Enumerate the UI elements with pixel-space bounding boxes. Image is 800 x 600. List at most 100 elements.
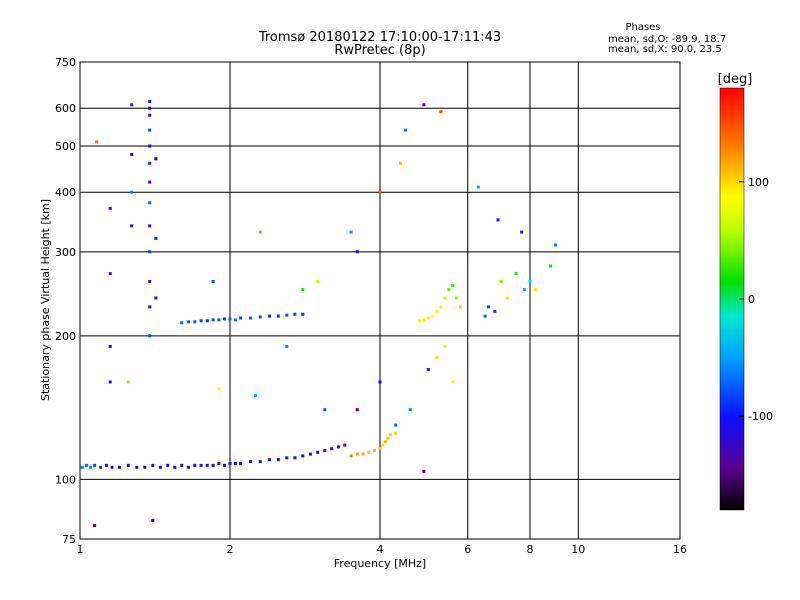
y-tick-label: 750 (55, 56, 76, 69)
data-point (151, 519, 155, 522)
data-point (173, 465, 177, 469)
data-point (89, 465, 93, 469)
colorbar-ticks: 100 0 -100 (739, 176, 773, 423)
data-point (455, 296, 459, 300)
data-point (130, 153, 134, 156)
colorbar-label: [deg] (718, 72, 753, 87)
data-point (239, 462, 243, 465)
data-point (349, 230, 353, 234)
data-point (99, 465, 103, 469)
data-point (186, 465, 190, 469)
data-point (293, 312, 297, 316)
data-point (276, 314, 280, 318)
data-point (533, 288, 537, 292)
data-point (528, 280, 532, 283)
data-point (389, 433, 393, 437)
data-point (135, 465, 139, 469)
data-point (493, 309, 497, 313)
data-point (258, 460, 262, 464)
data-point (349, 454, 353, 458)
data-point (549, 264, 553, 268)
y-tick-label: 400 (55, 186, 76, 199)
data-point (285, 344, 289, 348)
y-tick-label: 100 (55, 473, 76, 486)
data-point (148, 99, 152, 103)
data-point (166, 463, 170, 467)
y-tick-label: 200 (55, 330, 76, 343)
data-point (217, 387, 221, 391)
data-point (233, 318, 237, 322)
data-point (381, 443, 385, 447)
data-point (108, 380, 112, 384)
data-point (523, 288, 526, 292)
x-tick-label: 10 (571, 543, 585, 556)
data-point (394, 431, 398, 435)
data-point (316, 450, 320, 454)
data-point (258, 230, 262, 234)
data-point (148, 128, 152, 132)
x-tick-label: 8 (527, 543, 534, 556)
data-point (151, 463, 155, 467)
data-point (95, 140, 99, 144)
data-point (443, 344, 447, 348)
y-tick-label: 300 (55, 246, 76, 259)
data-point (285, 456, 289, 460)
data-point (148, 305, 152, 309)
data-point (308, 452, 312, 456)
data-point (211, 463, 215, 467)
x-tick-label: 16 (673, 543, 687, 556)
data-point (355, 408, 359, 412)
data-point (367, 450, 371, 454)
data-point (180, 463, 184, 467)
data-point (148, 180, 152, 184)
data-point (378, 447, 382, 451)
data-point (228, 317, 232, 321)
chart-title: Tromsø 20180122 17:10:00-17:11:43 (258, 30, 501, 45)
data-point (285, 313, 289, 317)
data-point (108, 206, 112, 210)
grid-lines (80, 62, 680, 539)
data-point (148, 161, 152, 165)
data-point (394, 423, 398, 427)
data-point (148, 144, 152, 148)
data-point (249, 460, 253, 464)
colorbar-tick-label: -100 (748, 410, 773, 423)
data-point (276, 458, 280, 462)
x-axis-label: Frequency [MHz] (334, 557, 426, 570)
x-tick-label: 2 (227, 543, 234, 556)
data-point (148, 201, 152, 205)
data-point (431, 314, 435, 318)
y-tick-label: 600 (55, 102, 76, 115)
data-point (154, 236, 158, 240)
data-point (148, 106, 152, 110)
data-point (422, 318, 426, 322)
y-axis-label: Stationary phase Virtual Height [km] (39, 199, 52, 401)
data-point (439, 305, 443, 309)
data-point (361, 452, 365, 456)
data-point (373, 449, 376, 452)
data-point (193, 320, 197, 324)
data-point (451, 380, 455, 384)
data-point (118, 465, 121, 469)
data-point (211, 318, 215, 322)
data-point (293, 456, 297, 460)
data-point (223, 317, 226, 321)
data-point (193, 463, 197, 467)
data-point (233, 462, 237, 465)
y-tick-label: 75 (62, 533, 76, 546)
x-tick-label: 6 (464, 543, 471, 556)
data-point (239, 316, 243, 320)
data-point (130, 224, 134, 228)
data-point (426, 368, 430, 371)
data-point (268, 314, 271, 318)
data-point (108, 344, 112, 348)
data-point (158, 465, 162, 469)
data-point (108, 272, 112, 276)
data-point (483, 314, 487, 318)
plot-frame (79, 61, 681, 540)
data-point (316, 280, 320, 283)
data-point (499, 280, 503, 283)
data-point (148, 250, 152, 254)
chart-subtitle: RwPretec (8p) (334, 43, 425, 58)
